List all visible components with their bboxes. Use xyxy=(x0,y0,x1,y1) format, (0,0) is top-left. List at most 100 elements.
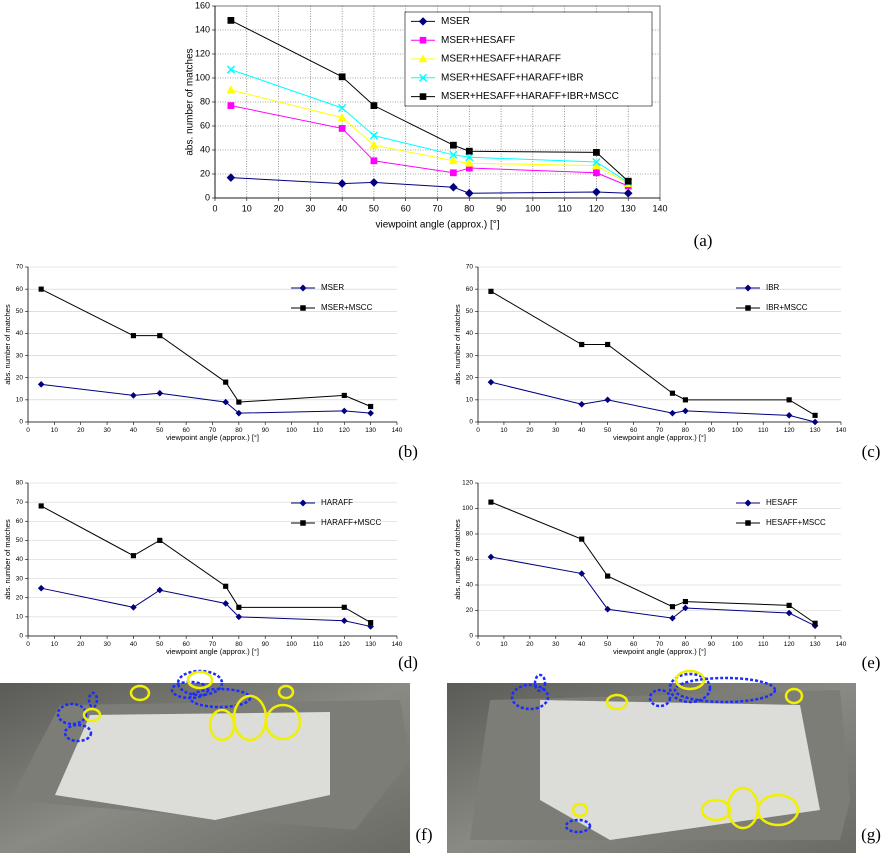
legend-label: HARAFF xyxy=(321,498,353,507)
plot-area xyxy=(478,267,841,422)
y-tick-label: 70 xyxy=(466,264,474,271)
chart: 0 10 20 30 40 50 60 70 0 10 20 30 40 50 60 70 80 90 100 110… xyxy=(3,264,418,461)
y-tick-label: 40 xyxy=(16,330,24,337)
x-axis-label: viewpoint angle (approx.) [°] xyxy=(166,647,259,656)
marker xyxy=(448,156,458,165)
y-tick-label: 50 xyxy=(466,308,474,315)
y-tick-label: 40 xyxy=(466,582,474,589)
marker xyxy=(337,179,347,188)
marker xyxy=(811,418,819,426)
marker xyxy=(578,400,586,408)
y-tick-label: 60 xyxy=(16,286,24,293)
x-tick-label: 120 xyxy=(339,641,350,648)
marker xyxy=(579,536,585,542)
x-tick-label: 140 xyxy=(392,427,403,434)
x-tick-label: 20 xyxy=(274,203,284,213)
chart: 0 10 20 30 40 50 60 70 0 10 20 30 40 50 60 70 80 90 100 110… xyxy=(453,264,880,461)
x-tick-label: 10 xyxy=(51,641,59,648)
x-tick-label: 10 xyxy=(500,641,508,648)
x-tick-label: 110 xyxy=(557,203,571,213)
x-tick-label: 140 xyxy=(836,427,847,434)
x-axis-label: viewpoint angle (approx.) [°] xyxy=(613,647,706,656)
x-tick-label: 80 xyxy=(682,427,690,434)
x-tick-label: 30 xyxy=(552,641,560,648)
marker xyxy=(579,341,585,348)
marker xyxy=(785,609,793,617)
y-tick-label: 0 xyxy=(19,419,23,426)
chart: 0 10 20 30 40 50 60 70 80 0 10 20 30 40 50 60 70 80 90 100 1… xyxy=(3,480,418,672)
x-tick-label: 80 xyxy=(235,641,243,648)
marker xyxy=(669,390,676,396)
x-tick-label: 70 xyxy=(656,427,664,434)
marker xyxy=(418,73,428,82)
marker xyxy=(605,341,611,348)
y-tick-label: 60 xyxy=(466,286,474,293)
x-tick-label: 100 xyxy=(286,427,297,434)
x-tick-label: 0 xyxy=(26,427,30,434)
marker xyxy=(299,499,307,507)
marker xyxy=(669,409,676,417)
marker xyxy=(744,499,752,507)
marker xyxy=(369,140,379,149)
marker xyxy=(227,102,235,109)
legend-label: IBR+MSCC xyxy=(766,303,808,312)
marker xyxy=(341,392,347,399)
y-tick-label: 0 xyxy=(19,633,23,640)
marker xyxy=(368,620,374,626)
marker xyxy=(593,169,600,177)
y-axis-label: abs. number of matches xyxy=(185,48,196,155)
x-tick-label: 100 xyxy=(286,641,297,648)
x-tick-label: 0 xyxy=(476,641,480,648)
x-tick-label: 30 xyxy=(103,427,111,434)
marker xyxy=(156,586,164,594)
legend-label: MSER+HESAFF xyxy=(441,35,515,46)
x-tick-label: 140 xyxy=(652,203,667,213)
legend-label: IBR xyxy=(766,283,780,292)
marker xyxy=(786,397,792,403)
x-tick-label: 10 xyxy=(500,427,508,434)
x-tick-label: 20 xyxy=(526,427,534,434)
x-tick-label: 10 xyxy=(51,427,59,434)
y-tick-label: 120 xyxy=(462,480,473,487)
marker xyxy=(300,305,306,311)
y-tick-label: 40 xyxy=(200,144,210,154)
x-tick-label: 40 xyxy=(130,427,138,434)
marker xyxy=(745,520,751,526)
legend-label: HESAFF+MSCC xyxy=(766,518,826,527)
marker xyxy=(223,583,229,589)
marker xyxy=(578,570,586,577)
legend-box xyxy=(404,11,653,107)
x-tick-label: 130 xyxy=(365,427,376,434)
x-tick-label: 70 xyxy=(656,641,664,648)
x-tick-label: 0 xyxy=(476,427,480,434)
x-tick-label: 130 xyxy=(365,641,376,648)
marker xyxy=(682,407,689,415)
y-tick-label: 0 xyxy=(469,633,473,640)
marker xyxy=(592,157,601,167)
x-tick-label: 130 xyxy=(621,203,636,213)
marker xyxy=(341,604,347,610)
marker xyxy=(593,149,600,156)
marker xyxy=(226,85,236,94)
y-tick-label: 10 xyxy=(16,614,24,621)
x-tick-label: 60 xyxy=(183,641,191,648)
marker xyxy=(464,158,474,167)
marker xyxy=(37,584,45,592)
marker xyxy=(464,188,474,198)
photo-g xyxy=(447,669,856,853)
marker xyxy=(682,397,689,403)
marker xyxy=(227,17,235,24)
y-tick-label: 30 xyxy=(16,352,24,359)
x-tick-label: 0 xyxy=(26,641,30,648)
panel-label: (f) xyxy=(416,825,433,844)
panel-label: (d) xyxy=(398,653,418,672)
marker xyxy=(235,409,243,417)
panel-label: (b) xyxy=(398,442,418,461)
x-tick-label: 100 xyxy=(732,641,743,648)
marker xyxy=(785,412,793,419)
chart: 0 20 40 60 80 100 120 0 10 20 30 40 50 60 70 80 90 100 110… xyxy=(453,480,880,672)
y-tick-label: 30 xyxy=(16,575,24,582)
y-tick-label: 60 xyxy=(466,556,474,563)
x-tick-label: 40 xyxy=(578,641,586,648)
legend-label: HARAFF+MSCC xyxy=(321,518,381,527)
